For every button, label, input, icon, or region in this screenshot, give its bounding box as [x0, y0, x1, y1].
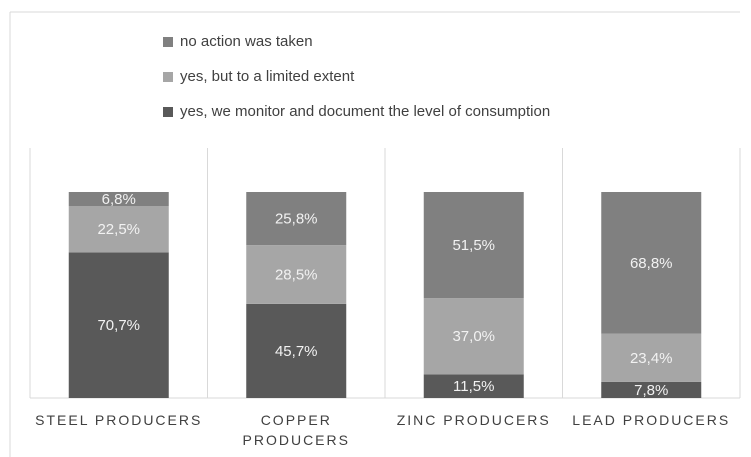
- legend-swatch: [163, 37, 173, 47]
- data-label: 11,5%: [453, 378, 494, 395]
- legend-label: yes, we monitor and document the level o…: [180, 103, 550, 120]
- bar-segment: [423, 298, 524, 375]
- legend-swatch: [163, 107, 173, 117]
- bar-segment: [601, 333, 702, 382]
- data-label: 25,8%: [275, 211, 318, 228]
- data-label: 6,8%: [102, 191, 136, 208]
- data-label: 70,7%: [97, 317, 140, 334]
- bar-segment: [601, 381, 702, 398]
- x-tick-label: LEAD PRODUCERS: [572, 412, 731, 428]
- data-label: 7,8%: [634, 382, 668, 399]
- legend-label: yes, but to a limited extent: [180, 68, 355, 85]
- data-label: 45,7%: [275, 343, 318, 360]
- bar-segment: [423, 192, 524, 299]
- data-label: 37,0%: [452, 328, 495, 345]
- x-tick-label: COPPER PRODUCERS: [242, 412, 350, 448]
- data-label: 68,8%: [630, 255, 673, 272]
- data-label: 51,5%: [452, 237, 495, 254]
- data-label: 28,5%: [275, 266, 318, 283]
- bar-segment: [68, 206, 169, 253]
- legend-swatch: [163, 72, 173, 82]
- data-label: 22,5%: [97, 221, 140, 238]
- bar-segment: [601, 192, 702, 334]
- bar-segment: [68, 252, 169, 398]
- bar-segment: [246, 303, 347, 398]
- data-label: 23,4%: [630, 350, 673, 367]
- x-tick-label: ZINC PRODUCERS: [396, 412, 551, 428]
- bar-segment: [246, 192, 347, 246]
- bar-segment: [246, 245, 347, 304]
- legend-label: no action was taken: [180, 33, 313, 50]
- bar-segment: [68, 192, 169, 207]
- bar-segment: [423, 374, 524, 398]
- x-tick-label: STEEL PRODUCERS: [35, 412, 203, 428]
